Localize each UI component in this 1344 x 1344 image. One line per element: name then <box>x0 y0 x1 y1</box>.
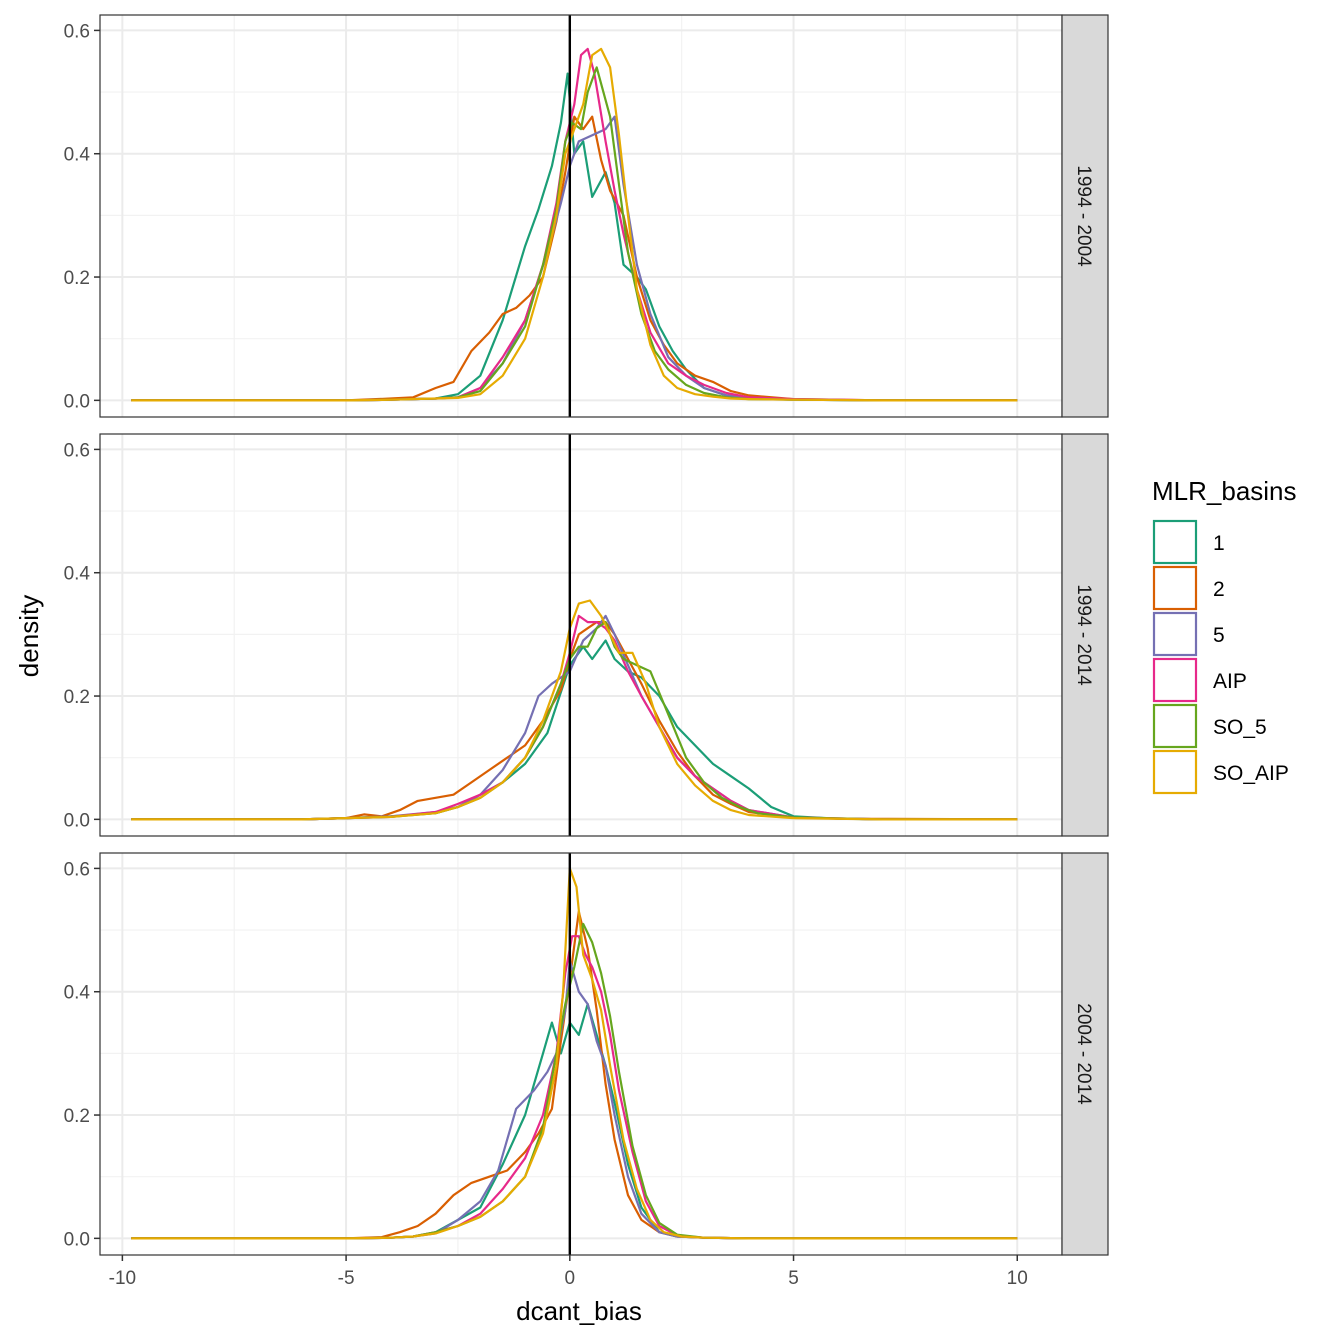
legend-item-so-aip: SO_AIP <box>1152 749 1289 795</box>
legend-label: SO_5 <box>1213 716 1267 739</box>
x-tick-label: 5 <box>788 1268 799 1289</box>
density-line-aip <box>131 614 1018 821</box>
density-line-2 <box>131 621 1018 821</box>
legend-title: MLR_basins <box>1152 476 1297 506</box>
facet-strip-label: 2004 - 2014 <box>1073 1003 1094 1105</box>
density-line-so-aip <box>131 867 1018 1240</box>
y-tick-label: 0.6 <box>64 859 90 880</box>
y-tick-label: 0.6 <box>64 440 90 461</box>
panel-background <box>100 853 1062 1255</box>
legend-label: SO_AIP <box>1213 762 1289 785</box>
legend-key <box>1152 657 1198 703</box>
y-tick-label: 0.4 <box>64 564 91 585</box>
y-tick-label: 0.2 <box>64 268 90 289</box>
x-tick-label: 0 <box>565 1268 576 1289</box>
legend-item-5: 5 <box>1152 611 1225 657</box>
facet-strip <box>1061 14 1109 418</box>
y-tick-label: 0.6 <box>64 21 90 42</box>
x-axis-title: dcant_bias <box>516 1296 642 1326</box>
panels-layer: 0.0 0.2 0.4 0.6 1994 - 2004 0.0 0.2 0.4 0.6 1994 … <box>64 14 1109 1256</box>
facet-strip <box>1061 852 1109 1256</box>
panel-background <box>100 434 1062 836</box>
panel-background <box>100 15 1062 417</box>
density-line-so-aip <box>131 47 1018 402</box>
legend: MLR_basins 1 2 5 AIP SO_5 SO_AIP <box>1152 476 1297 795</box>
legend-key <box>1152 565 1198 611</box>
legend-label: 1 <box>1213 532 1225 555</box>
density-line-2 <box>131 115 1018 402</box>
panel-1: 0.0 0.2 0.4 0.6 1994 - 2014 <box>64 433 1109 837</box>
y-tick-label: 0.2 <box>64 1106 90 1127</box>
facet-strip-label: 1994 - 2004 <box>1073 165 1094 267</box>
panel-0: 0.0 0.2 0.4 0.6 1994 - 2004 <box>64 14 1109 418</box>
legend-key <box>1152 519 1198 565</box>
legend-item-2: 2 <box>1152 565 1225 611</box>
legend-item-1: 1 <box>1152 519 1225 565</box>
legend-item-so-5: SO_5 <box>1152 703 1267 749</box>
y-axis-title: density <box>14 595 44 677</box>
legend-label: AIP <box>1213 670 1247 693</box>
x-axis: -10 -5 0 5 10 <box>109 1255 1028 1289</box>
legend-item-aip: AIP <box>1152 657 1247 703</box>
facet-strip <box>1061 433 1109 837</box>
density-line-so-5 <box>131 66 1018 402</box>
y-tick-label: 0.0 <box>64 810 90 831</box>
legend-label: 2 <box>1213 578 1225 601</box>
y-tick-label: 0.4 <box>64 145 91 166</box>
panel-2: 0.0 0.2 0.4 0.6 2004 - 2014 <box>64 852 1109 1256</box>
x-tick-label: -10 <box>109 1268 136 1289</box>
legend-key <box>1152 749 1198 795</box>
y-tick-label: 0.0 <box>64 1229 90 1250</box>
x-tick-label: -5 <box>338 1268 355 1289</box>
facet-strip-label: 1994 - 2014 <box>1073 584 1094 686</box>
y-tick-label: 0.0 <box>64 391 90 412</box>
x-tick-label: 10 <box>1007 1268 1028 1289</box>
legend-label: 5 <box>1213 624 1225 647</box>
density-line-so-aip <box>131 599 1018 821</box>
legend-key <box>1152 611 1198 657</box>
legend-key <box>1152 703 1198 749</box>
y-tick-label: 0.2 <box>64 687 90 708</box>
y-tick-label: 0.4 <box>64 983 91 1004</box>
